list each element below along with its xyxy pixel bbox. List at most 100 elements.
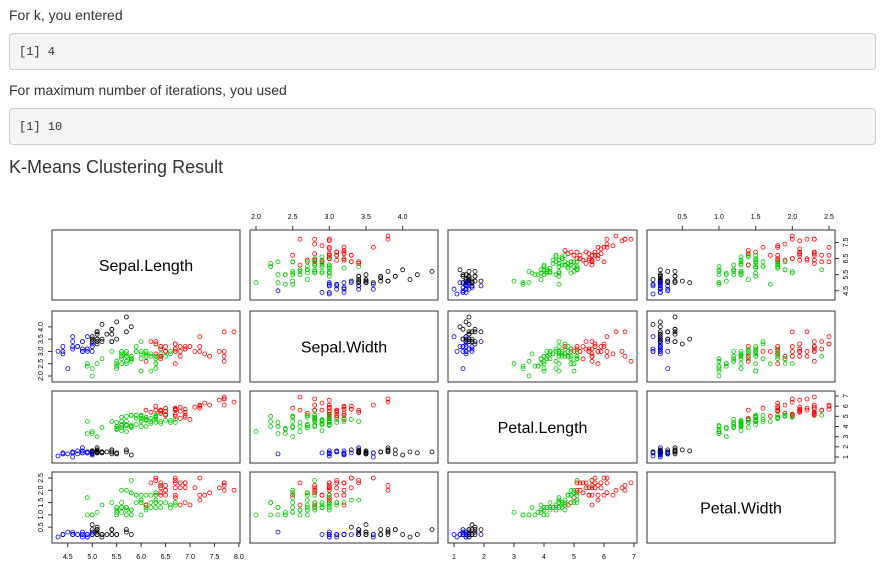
point-sepal-width-vs-petal-length-80 (535, 363, 541, 369)
y-tick-label-sepal-width-2: 3.0 (38, 346, 45, 356)
x-tick-label-sepal-width-2: 3.0 (324, 214, 334, 221)
point-petal-length-vs-petal-width-16 (672, 451, 678, 457)
point-petal-length-vs-petal-width-79 (716, 429, 722, 435)
point-sepal-width-vs-petal-length-108 (595, 361, 601, 367)
point-sepal-length-vs-petal-width-145 (811, 252, 817, 258)
point-petal-width-vs-petal-length-61 (547, 500, 553, 506)
point-petal-length-vs-sepal-width-46 (385, 448, 391, 454)
point-petal-width-vs-petal-length-132 (589, 482, 595, 488)
point-petal-width-vs-petal-length-44 (478, 527, 484, 532)
point-petal-width-vs-sepal-width-84 (326, 500, 332, 506)
point-sepal-width-vs-petal-length-98 (511, 361, 517, 367)
point-sepal-width-vs-sepal-length-37 (84, 334, 90, 340)
point-sepal-length-vs-petal-width-45 (665, 283, 671, 289)
point-petal-width-vs-petal-length-5 (472, 527, 478, 532)
point-sepal-width-vs-petal-width-83 (760, 356, 766, 362)
point-sepal-length-vs-petal-length-44 (478, 278, 484, 284)
point-petal-width-vs-petal-length-24 (478, 532, 484, 537)
point-sepal-width-vs-petal-length-136 (589, 339, 595, 345)
point-sepal-length-vs-sepal-width-141 (334, 249, 340, 255)
point-sepal-width-vs-sepal-length-75 (167, 348, 173, 354)
point-sepal-length-vs-petal-length-65 (553, 252, 559, 258)
point-sepal-length-vs-sepal-width-98 (290, 278, 296, 284)
iterations-output: [1] 10 (9, 108, 876, 145)
point-sepal-length-vs-petal-width-85 (760, 264, 766, 270)
point-sepal-length-vs-petal-width-52 (753, 249, 759, 255)
point-sepal-length-vs-petal-width-123 (775, 259, 781, 265)
point-sepal-width-vs-petal-width-50 (745, 344, 751, 349)
point-sepal-length-vs-sepal-width-117 (385, 236, 391, 242)
y-tick-label-sepal-length-2: 6.5 (843, 254, 850, 264)
point-petal-width-vs-petal-length-56 (562, 497, 568, 503)
point-sepal-length-vs-sepal-width-95 (326, 268, 332, 274)
point-petal-width-vs-sepal-width-37 (370, 534, 376, 540)
point-petal-width-vs-petal-length-76 (565, 502, 571, 508)
point-sepal-width-vs-petal-length-141 (574, 346, 580, 352)
point-petal-length-vs-sepal-width-52 (334, 414, 340, 420)
point-sepal-length-vs-sepal-width-140 (334, 252, 340, 258)
point-sepal-length-vs-petal-length-24 (478, 283, 484, 289)
point-sepal-width-vs-sepal-length-89 (114, 361, 120, 367)
point-sepal-width-vs-petal-length-87 (553, 366, 559, 372)
point-sepal-length-vs-petal-width-28 (657, 277, 663, 282)
point-sepal-width-vs-petal-width-117 (804, 329, 810, 335)
point-petal-length-vs-sepal-width-99 (312, 423, 318, 428)
point-sepal-width-vs-petal-length-119 (571, 368, 577, 374)
point-sepal-width-vs-petal-length-95 (547, 348, 553, 354)
point-sepal-length-vs-petal-width-146 (782, 259, 788, 265)
point-sepal-width-vs-sepal-length-48 (104, 331, 110, 337)
point-sepal-length-vs-petal-width-148 (811, 260, 817, 266)
point-petal-width-vs-petal-length-96 (547, 505, 553, 510)
point-sepal-width-vs-sepal-length-36 (114, 336, 120, 342)
point-sepal-width-vs-petal-width-72 (753, 361, 759, 367)
point-sepal-length-vs-petal-length-22 (451, 286, 457, 292)
point-petal-length-vs-sepal-length-112 (177, 408, 183, 414)
point-petal-width-vs-sepal-width-91 (326, 502, 332, 508)
point-sepal-width-vs-petal-length-102 (598, 348, 604, 354)
point-sepal-width-vs-sepal-length-69 (119, 361, 124, 367)
point-petal-width-vs-petal-length-82 (538, 507, 544, 513)
point-sepal-length-vs-petal-width-107 (775, 243, 781, 249)
point-petal-length-vs-sepal-length-75 (167, 419, 173, 425)
y-tick-label-petal-length-2: 3 (843, 435, 850, 439)
point-sepal-width-vs-petal-length-142 (574, 356, 580, 362)
point-petal-width-vs-sepal-width-141 (334, 480, 340, 486)
point-petal-length-vs-sepal-length-84 (109, 418, 115, 424)
point-sepal-width-vs-petal-width-114 (819, 353, 825, 359)
point-sepal-length-vs-petal-width-90 (731, 272, 737, 278)
point-petal-width-vs-sepal-width-9 (334, 534, 340, 540)
point-petal-length-vs-petal-width-73 (731, 416, 737, 422)
point-sepal-width-vs-petal-length-33 (463, 319, 469, 325)
point-sepal-width-vs-sepal-length-68 (148, 368, 154, 374)
point-sepal-width-vs-sepal-length-109 (197, 334, 203, 340)
point-petal-width-vs-sepal-length-46 (94, 532, 100, 537)
point-sepal-width-vs-petal-length-91 (559, 348, 565, 354)
point-sepal-width-vs-petal-length-72 (568, 361, 574, 367)
point-sepal-length-vs-petal-width-56 (760, 259, 766, 265)
point-sepal-width-vs-petal-width-82 (731, 356, 737, 362)
point-sepal-width-vs-sepal-length-117 (221, 329, 227, 335)
result-title: K-Means Clustering Result (9, 157, 224, 177)
point-sepal-width-vs-petal-length-79 (526, 358, 532, 364)
point-petal-length-vs-petal-width-80 (723, 426, 729, 431)
point-petal-length-vs-sepal-width-14 (400, 452, 406, 458)
point-petal-width-vs-sepal-width-8 (319, 532, 325, 537)
point-petal-length-vs-sepal-length-59 (99, 425, 105, 430)
point-sepal-width-vs-petal-length-54 (559, 353, 565, 359)
point-petal-length-vs-sepal-width-15 (429, 449, 435, 455)
point-petal-width-vs-sepal-width-41 (275, 529, 281, 535)
point-petal-length-vs-sepal-width-132 (312, 407, 318, 413)
point-petal-width-vs-petal-length-91 (559, 502, 565, 508)
point-petal-width-vs-sepal-length-40 (89, 529, 95, 535)
point-sepal-length-vs-sepal-width-29 (341, 285, 347, 291)
point-petal-width-vs-sepal-width-23 (348, 524, 354, 530)
point-petal-length-vs-sepal-length-15 (124, 449, 129, 455)
panel-petal-length-vs-sepal-width (249, 390, 439, 464)
point-sepal-width-vs-petal-length-34 (466, 346, 472, 352)
panel-sepal-width-vs-petal-width (646, 310, 836, 383)
point-sepal-width-vs-sepal-length-126 (148, 353, 154, 359)
point-petal-width-vs-sepal-length-13 (55, 534, 61, 540)
point-sepal-width-vs-petal-length-100 (601, 341, 607, 347)
point-petal-width-vs-sepal-width-46 (385, 532, 391, 537)
x-tick-label-sepal-width-0: 2.0 (251, 214, 261, 221)
